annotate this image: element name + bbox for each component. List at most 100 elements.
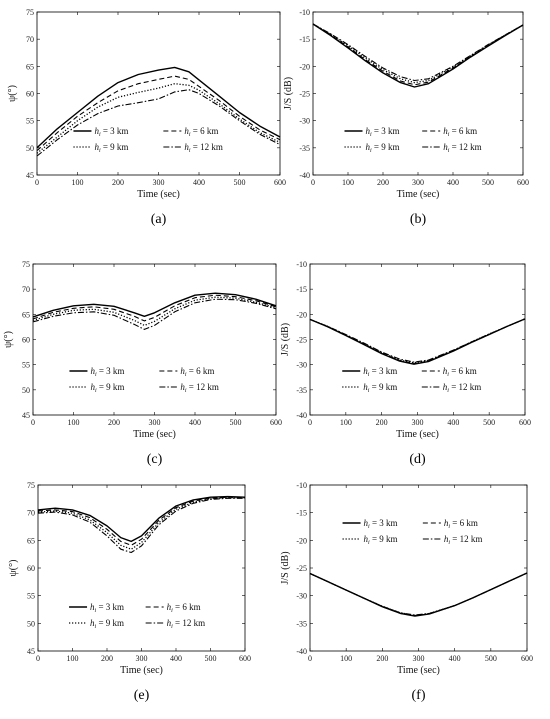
y-tick-label: 60: [27, 564, 35, 573]
y-tick-label: 75: [22, 260, 30, 269]
x-tick-label: 400: [193, 178, 205, 187]
y-tick-label: 70: [22, 285, 30, 294]
y-tick-label: 75: [27, 481, 35, 490]
series-line: [309, 572, 528, 616]
legend-label: hi = 9 km: [90, 382, 124, 394]
y-tick-label: 50: [27, 619, 35, 628]
y-tick-label: -25: [296, 564, 307, 573]
legend-label: hi = 6 km: [167, 602, 201, 614]
x-tick-label: 600: [274, 178, 286, 187]
y-axis-label: J/S (dB): [280, 551, 291, 584]
legend-label: hi = 12 km: [184, 142, 223, 154]
x-tick-label: 0: [35, 178, 39, 187]
x-axis-label: Time (sec): [137, 189, 180, 200]
legend-label: hi = 12 km: [443, 142, 482, 154]
series-line: [36, 83, 281, 154]
x-tick-label: 500: [234, 178, 246, 187]
x-tick-label: 0: [36, 654, 40, 663]
series-line: [32, 292, 277, 318]
legend-label: hi = 3 km: [363, 366, 397, 378]
series-line: [36, 66, 281, 149]
series-line: [309, 318, 526, 363]
legend-label: hi = 9 km: [364, 534, 398, 546]
y-tick-label: 45: [22, 411, 30, 420]
legend-label: hi = 9 km: [94, 142, 128, 154]
panel-label: (c): [147, 452, 163, 467]
y-tick-label: -30: [299, 117, 310, 126]
y-tick-label: -35: [296, 619, 307, 628]
x-tick-label: 0: [308, 654, 312, 663]
panel-label: (a): [151, 212, 167, 227]
x-tick-label: 100: [67, 654, 79, 663]
panel-label: (d): [409, 452, 426, 467]
x-axis-label: Time (sec): [396, 429, 439, 440]
y-tick-label: 65: [26, 62, 34, 71]
x-tick-label: 200: [377, 178, 389, 187]
legend-label: hi = 3 km: [366, 126, 400, 138]
y-tick-label: 70: [26, 35, 34, 44]
y-tick-label: -10: [296, 260, 307, 269]
legend-label: hi = 6 km: [444, 518, 478, 530]
y-tick-label: -35: [296, 386, 307, 395]
y-tick-label: -10: [296, 481, 307, 490]
x-tick-label: 400: [170, 654, 182, 663]
series-line: [36, 89, 281, 157]
x-tick-label: 0: [308, 418, 312, 427]
legend-label: hi = 9 km: [90, 618, 124, 630]
x-tick-label: 200: [101, 654, 113, 663]
x-tick-label: 600: [521, 654, 533, 663]
y-tick-label: -25: [299, 90, 310, 99]
x-tick-label: 100: [72, 178, 84, 187]
chart-panel: 0 100 200 300 400 500 600 45 50 55 60 65 70 75 Time (s…: [7, 8, 286, 227]
plot-frame: [309, 484, 528, 652]
y-tick-label: -15: [296, 509, 307, 518]
legend-label: hi = 6 km: [180, 366, 214, 378]
x-axis-label: Time (sec): [120, 665, 163, 676]
plot-frame: [309, 263, 526, 416]
chart-panel: 0 100 200 300 400 500 600 45 50 55 60 65 70 75 Time (s…: [8, 481, 251, 703]
x-tick-label: 300: [149, 418, 161, 427]
y-axis-label: J/S (dB): [283, 77, 294, 110]
y-tick-label: -30: [296, 361, 307, 370]
chart-panel: 0 100 200 300 400 500 600 45 50 55 60 65 70 75 Time (s…: [3, 260, 282, 467]
chart-panel: 0 100 200 300 400 500 600 -40 -35 -30 -25 -20 -15 -10…: [283, 8, 529, 227]
panel-label: (b): [410, 212, 427, 227]
y-tick-label: 60: [26, 90, 34, 99]
y-tick-label: -40: [296, 411, 307, 420]
legend-label: hi = 12 km: [180, 382, 219, 394]
series-line: [312, 23, 524, 86]
x-tick-label: 500: [205, 654, 217, 663]
x-tick-label: 100: [68, 418, 80, 427]
y-tick-label: 70: [27, 509, 35, 518]
y-tick-label: 55: [26, 117, 34, 126]
x-tick-label: 100: [340, 418, 352, 427]
plot-frame: [312, 11, 524, 176]
series-line: [32, 296, 277, 327]
x-tick-label: 600: [517, 178, 529, 187]
x-tick-label: 300: [136, 654, 148, 663]
series-line: [36, 75, 281, 152]
y-tick-label: -30: [296, 592, 307, 601]
y-axis-label: ψ(°): [8, 560, 19, 577]
y-tick-label: 45: [27, 647, 35, 656]
y-tick-label: -15: [296, 285, 307, 294]
x-tick-label: 600: [239, 654, 251, 663]
x-tick-label: 500: [230, 418, 242, 427]
x-tick-label: 300: [412, 418, 424, 427]
series-line: [309, 572, 528, 617]
x-tick-label: 400: [189, 418, 201, 427]
x-axis-label: Time (sec): [397, 189, 440, 200]
legend-label: hi = 12 km: [444, 534, 483, 546]
legend-label: hi = 3 km: [90, 602, 124, 614]
y-tick-label: -15: [299, 35, 310, 44]
x-tick-label: 400: [447, 418, 459, 427]
x-axis-label: Time (sec): [133, 429, 176, 440]
x-tick-label: 0: [31, 418, 35, 427]
y-tick-label: 50: [26, 144, 34, 153]
y-tick-label: -35: [299, 144, 310, 153]
y-axis-label: ψ(°): [3, 331, 14, 348]
y-tick-label: 75: [26, 8, 34, 17]
series-line: [37, 497, 245, 550]
